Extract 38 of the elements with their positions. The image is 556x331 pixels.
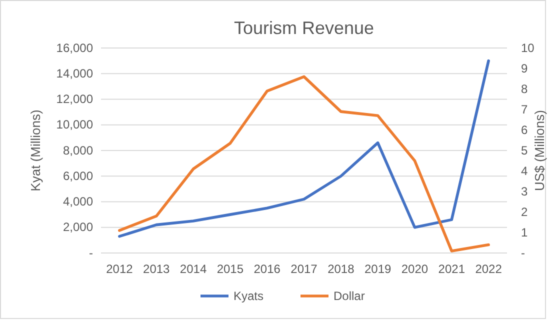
y-tick-label: -	[89, 246, 93, 260]
chart-title: Tourism Revenue	[234, 18, 374, 38]
y2-tick-label: 8	[521, 82, 528, 96]
y2-tick-label: 1	[521, 225, 528, 240]
y2-tick-label: 4	[521, 164, 528, 178]
y2-tick-label: 10	[521, 40, 535, 55]
legend-label: Dollar	[334, 289, 365, 303]
line-series	[118, 59, 490, 238]
x-tick-label: 2016	[254, 262, 281, 276]
y2-tick-label: -	[521, 246, 525, 260]
y2-tick-label: 5	[521, 143, 528, 158]
x-tick-label: 2022	[475, 262, 502, 276]
y-tick-label: 12,000	[56, 92, 94, 106]
x-tick-label: 2018	[328, 262, 355, 276]
y2-axis-title: US$ (Millions)	[532, 110, 547, 191]
y-tick-label: 4,000	[62, 194, 94, 209]
y-tick-label: 10,000	[56, 118, 94, 132]
x-tick-label: 2021	[438, 262, 466, 276]
y-tick-label: 6,000	[62, 168, 94, 183]
x-tick-label: 2014	[180, 262, 207, 276]
x-tick-label: 2019	[364, 262, 392, 276]
y-axis-title: Kyat (Millions)	[28, 110, 43, 192]
y2-tick-label: 9	[521, 61, 528, 76]
line-series	[118, 75, 490, 252]
y-tick-label: 16,000	[56, 40, 94, 55]
y-tick-label: 8,000	[62, 143, 94, 158]
x-tick-label: 2013	[143, 262, 170, 276]
y-tick-label: 2,000	[62, 220, 94, 234]
x-tick-label: 2012	[106, 262, 134, 276]
y2-tick-label: 3	[521, 184, 528, 198]
legend-label: Kyats	[234, 289, 264, 303]
y2-tick-label: 2	[521, 204, 528, 219]
x-tick-label: 2015	[216, 262, 244, 276]
y-tick-label: 14,000	[56, 66, 94, 80]
y2-tick-label: 7	[521, 102, 528, 116]
x-tick-label: 2020	[401, 262, 428, 276]
y2-tick-label: 6	[521, 122, 528, 137]
x-tick-label: 2017	[290, 262, 318, 276]
